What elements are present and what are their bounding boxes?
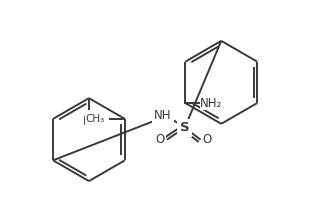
Text: CH₃: CH₃: [86, 114, 105, 124]
Text: NH₂: NH₂: [200, 97, 222, 110]
Text: O: O: [203, 133, 212, 146]
Text: Br: Br: [82, 115, 96, 128]
Text: O: O: [156, 133, 165, 146]
Text: NH: NH: [154, 110, 172, 122]
Text: S: S: [180, 121, 189, 134]
